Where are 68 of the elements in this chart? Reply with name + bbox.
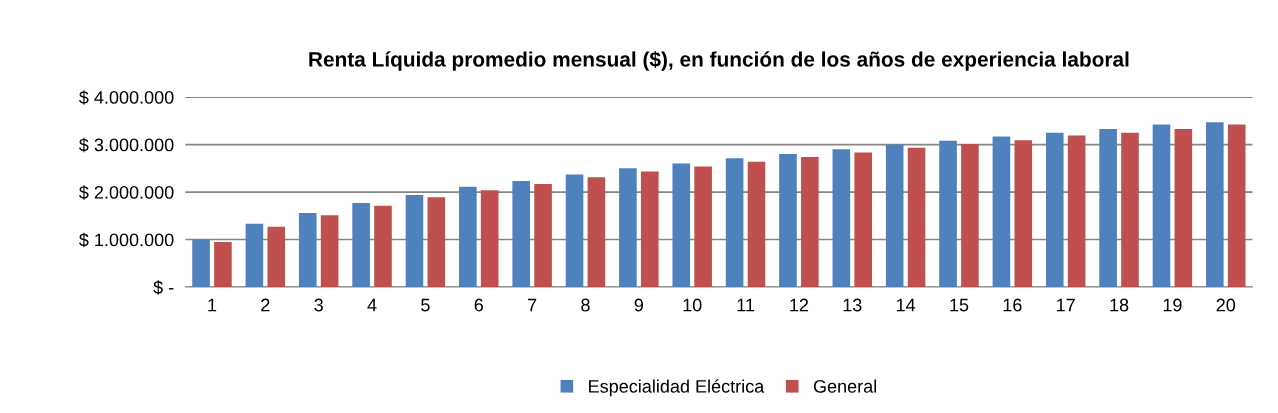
bar — [1045, 132, 1064, 288]
bar — [405, 194, 424, 288]
bar — [1099, 128, 1117, 288]
bar — [725, 158, 744, 288]
y-tick-label: $ 4.000.000 — [79, 90, 174, 105]
bar — [267, 226, 286, 288]
bar — [459, 186, 477, 288]
x-tick-label: 18 — [1110, 298, 1129, 312]
x-tick-label: 7 — [528, 298, 537, 312]
y-tick-label: $ 3.000.000 — [79, 137, 174, 153]
x-tick-label: 1 — [208, 298, 217, 312]
x-tick-label: 20 — [1216, 298, 1236, 312]
bar — [694, 166, 712, 288]
x-tick-label: 3 — [314, 298, 323, 312]
bar — [1014, 140, 1033, 288]
y-tick-label: $ 2.000.000 — [79, 185, 174, 200]
x-tick-label: 15 — [950, 298, 969, 312]
x-tick-label: 10 — [683, 298, 702, 312]
bar — [1206, 122, 1224, 288]
bar — [480, 190, 499, 288]
legend-label: Especialidad Eléctrica — [589, 379, 765, 397]
x-tick-label: 2 — [261, 298, 270, 312]
bar — [1174, 128, 1193, 288]
bar — [214, 241, 232, 288]
x-tick-label: 12 — [790, 298, 809, 312]
bar — [885, 144, 904, 288]
bar — [801, 156, 819, 288]
bar — [512, 181, 530, 288]
bar — [192, 239, 210, 288]
bar — [992, 136, 1011, 288]
bar — [1121, 132, 1139, 288]
bar — [374, 205, 392, 288]
bar — [961, 144, 979, 288]
bar — [779, 154, 797, 288]
bar — [1067, 135, 1086, 288]
x-tick-label: 9 — [634, 298, 644, 312]
y-tick-label: $ 1.000.000 — [79, 232, 174, 248]
bar — [939, 140, 957, 288]
chart-title: Renta Líquida promedio mensual ($), en función de los años de experiencia laboral — [309, 51, 1129, 71]
bar — [587, 177, 606, 288]
bar — [907, 147, 926, 288]
x-tick-label: 14 — [896, 298, 916, 312]
x-tick-label: 5 — [421, 298, 430, 312]
bar — [640, 171, 659, 288]
y-tick-label: $ - — [153, 280, 174, 295]
x-tick-label: 13 — [843, 298, 862, 312]
bar — [320, 215, 339, 288]
bar — [1152, 124, 1171, 288]
x-tick-label: 11 — [737, 298, 755, 312]
bar — [619, 168, 637, 288]
bar — [427, 197, 446, 288]
bar — [298, 212, 317, 288]
x-tick-label: 17 — [1057, 298, 1075, 312]
legend-label: General — [813, 379, 877, 393]
x-tick-label: 19 — [1163, 298, 1182, 312]
bar — [352, 202, 370, 288]
bar — [245, 223, 264, 288]
bar — [854, 152, 873, 288]
x-tick-label: 6 — [474, 298, 483, 312]
bar — [534, 183, 552, 288]
bar — [747, 161, 766, 288]
bar — [832, 149, 851, 288]
x-tick-label: 16 — [1003, 298, 1022, 312]
bar — [565, 174, 584, 288]
bar — [672, 163, 691, 288]
bar — [1227, 124, 1246, 288]
x-tick-label: 4 — [367, 298, 377, 312]
x-tick-label: 8 — [581, 298, 590, 312]
